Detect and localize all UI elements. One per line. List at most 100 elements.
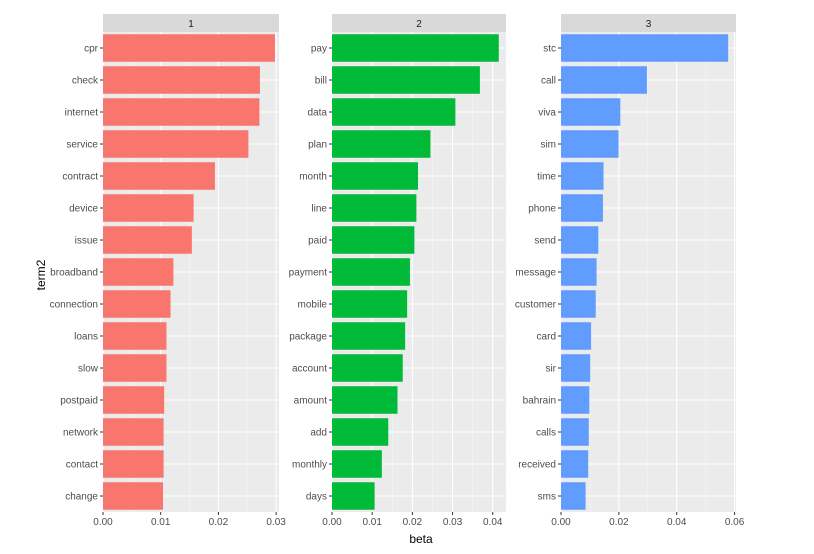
bar-days [332,482,375,510]
bar-sim [561,130,619,158]
x-tick-label: 0.02 [403,517,423,528]
bar-amount [332,386,398,414]
bar-broadband [103,258,174,286]
bar-package [332,322,406,350]
bar-loans [103,322,167,350]
y-tick-label-internet: internet [65,108,99,119]
y-tick-label-received: received [518,460,556,471]
bar-bahrain [561,386,590,414]
y-tick-label-payment: payment [289,268,328,279]
x-tick-label: 0.06 [725,517,745,528]
bar-line [332,194,417,222]
x-tick-label: 0.00 [322,517,342,528]
y-tick-label-change: change [65,492,98,503]
bar-cpr [103,34,275,62]
y-tick-label-check: check [72,76,99,87]
facet-strip [332,14,506,32]
bar-customer [561,290,596,318]
y-tick-label-data: data [308,108,328,119]
y-tick-label-bill: bill [315,76,327,87]
bar-sms [561,482,586,510]
x-tick-label: 0.00 [551,517,571,528]
y-tick-label-amount: amount [294,396,328,407]
facet-strip-label: 2 [416,19,422,30]
bar-service [103,130,249,158]
x-tick-label: 0.04 [483,517,503,528]
x-tick-label: 0.00 [93,517,113,528]
y-tick-label-mobile: mobile [298,300,328,311]
y-tick-label-bahrain: bahrain [523,396,556,407]
x-tick-label: 0.02 [209,517,229,528]
bar-change [103,482,164,510]
y-tick-label-contact: contact [66,460,98,471]
bar-phone [561,194,603,222]
y-tick-label-customer: customer [515,300,557,311]
bar-payment [332,258,410,286]
bar-viva [561,98,621,126]
y-tick-label-add: add [310,428,327,439]
y-tick-label-loans: loans [74,332,98,343]
y-tick-label-broadband: broadband [50,268,98,279]
y-tick-label-message: message [515,268,556,279]
y-tick-label-sms: sms [538,492,556,503]
y-tick-label-slow: slow [78,364,99,375]
y-tick-label-issue: issue [75,236,99,247]
bar-connection [103,290,171,318]
x-tick-label: 0.01 [151,517,171,528]
facet-panel-2: 2 pay bill data plan month line paid payment mobi… [289,14,506,528]
bar-pay [332,34,499,62]
x-tick-label: 0.02 [609,517,629,528]
y-tick-label-month: month [299,172,327,183]
bar-device [103,194,194,222]
bar-calls [561,418,589,446]
y-axis-title: term2 [34,259,48,290]
bar-check [103,66,260,94]
bar-bill [332,66,480,94]
bar-contract [103,162,215,190]
y-tick-label-package: package [289,332,327,343]
y-tick-label-sim: sim [540,140,556,151]
bar-card [561,322,592,350]
y-tick-label-service: service [66,140,98,151]
bar-slow [103,354,167,382]
y-tick-label-stc: stc [543,44,556,55]
y-tick-label-call: call [541,76,556,87]
bar-account [332,354,403,382]
y-tick-label-monthly: monthly [292,460,327,471]
x-axis-title: beta [409,532,433,546]
bar-received [561,450,589,478]
y-tick-label-sir: sir [545,364,556,375]
y-tick-label-days: days [306,492,327,503]
y-tick-label-phone: phone [528,204,556,215]
y-tick-label-calls: calls [536,428,556,439]
bar-plan [332,130,431,158]
facet-strip-label: 3 [646,19,652,30]
y-tick-label-paid: paid [308,236,327,247]
bar-internet [103,98,260,126]
facet-panel-3: 3 stc call viva sim time phone send message custo… [515,14,745,528]
x-tick-label: 0.03 [443,517,463,528]
y-tick-label-connection: connection [50,300,98,311]
bar-postpaid [103,386,165,414]
y-tick-label-cpr: cpr [84,44,99,55]
bar-send [561,226,599,254]
y-tick-label-pay: pay [311,44,327,55]
bar-paid [332,226,415,254]
y-tick-label-viva: viva [538,108,556,119]
x-tick-label: 0.01 [362,517,382,528]
facet-strip-label: 1 [188,19,194,30]
y-tick-label-network: network [63,428,99,439]
y-tick-label-line: line [311,204,327,215]
x-tick-label: 0.04 [667,517,687,528]
bar-message [561,258,597,286]
bar-monthly [332,450,382,478]
bar-month [332,162,418,190]
bar-stc [561,34,729,62]
y-tick-label-plan: plan [308,140,327,151]
y-tick-label-device: device [69,204,98,215]
x-tick-label: 0.03 [266,517,286,528]
facet-strip [561,14,736,32]
facet-panel-1: 1 cpr check internet service contract device is… [50,14,286,528]
y-tick-label-time: time [537,172,556,183]
